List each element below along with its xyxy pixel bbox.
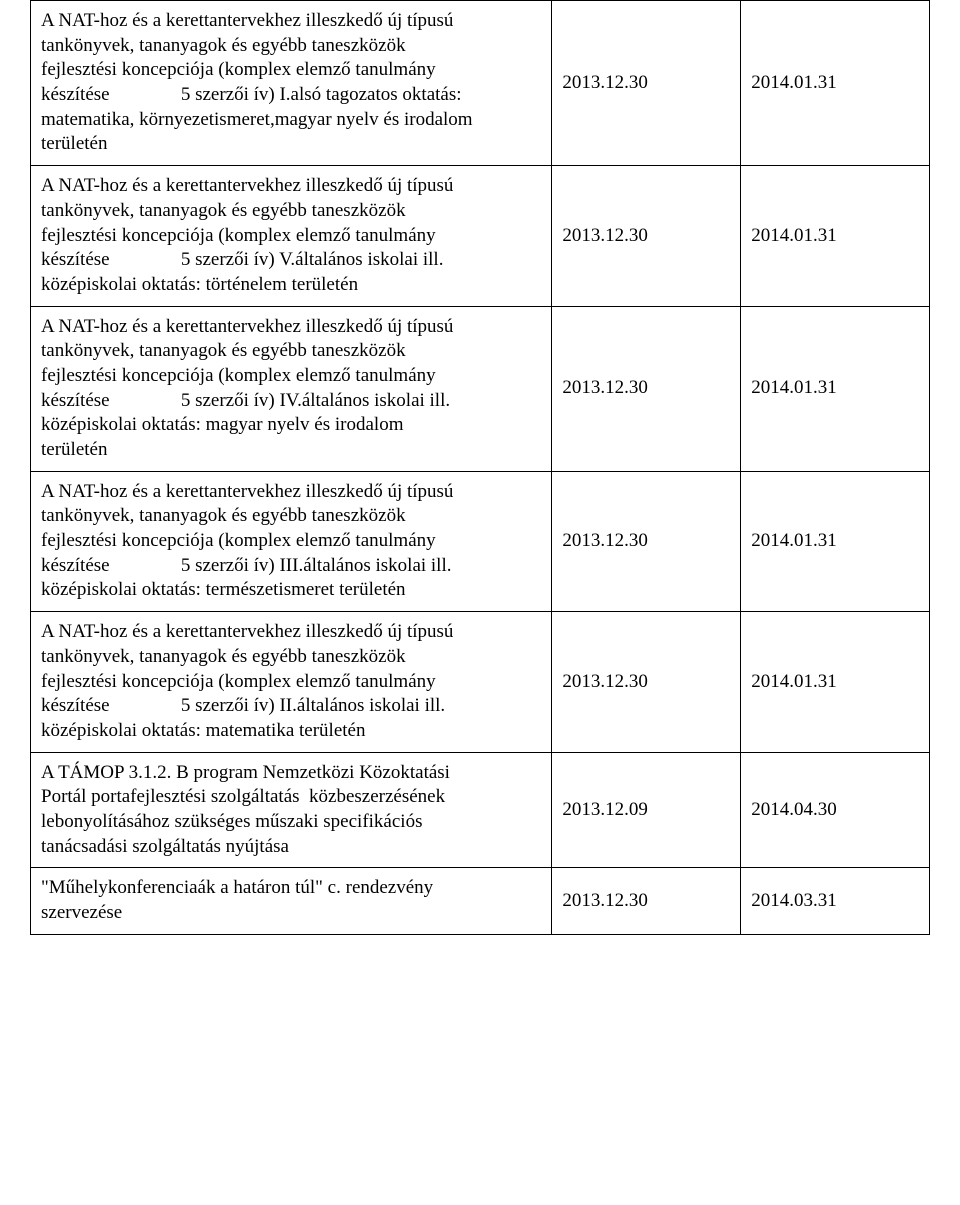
start-date-cell: 2013.12.30	[552, 1, 741, 166]
description-line: A NAT-hoz és a kerettantervekhez illeszk…	[41, 316, 453, 337]
end-date-cell: 2014.01.31	[741, 1, 930, 166]
description-line: tankönyvek, tananyagok és egyébb taneszk…	[41, 505, 406, 526]
description-line: Portál portafejlesztési szolgáltatás köz…	[41, 786, 445, 807]
description-cell: A NAT-hoz és a kerettantervekhez illeszk…	[31, 612, 552, 752]
description-line: készítése 5 szerzői ív) IV.általános isk…	[41, 390, 450, 411]
start-date-cell: 2013.12.30	[552, 471, 741, 611]
end-date-cell: 2014.01.31	[741, 471, 930, 611]
table-row: A NAT-hoz és a kerettantervekhez illeszk…	[31, 1, 930, 166]
description-line: A NAT-hoz és a kerettantervekhez illeszk…	[41, 10, 453, 31]
description-line: készítése 5 szerzői ív) III.általános is…	[41, 555, 452, 576]
end-date-cell: 2014.01.31	[741, 612, 930, 752]
description-line: fejlesztési koncepciója (komplex elemző …	[41, 671, 436, 692]
description-line: készítése 5 szerzői ív) I.alsó tagozatos…	[41, 84, 462, 105]
description-line: középiskolai oktatás: természetismeret t…	[41, 579, 406, 600]
table-row: A NAT-hoz és a kerettantervekhez illeszk…	[31, 306, 930, 471]
table-row: A NAT-hoz és a kerettantervekhez illeszk…	[31, 612, 930, 752]
main-table: A NAT-hoz és a kerettantervekhez illeszk…	[30, 0, 930, 935]
description-line: A TÁMOP 3.1.2. B program Nemzetközi Közo…	[41, 762, 450, 783]
description-cell: "Műhelykonferenciaák a határon túl" c. r…	[31, 868, 552, 934]
description-line: készítése 5 szerzői ív) V.általános isko…	[41, 249, 443, 270]
description-line: A NAT-hoz és a kerettantervekhez illeszk…	[41, 621, 453, 642]
description-line: középiskolai oktatás: történelem terület…	[41, 274, 358, 295]
description-line: fejlesztési koncepciója (komplex elemző …	[41, 365, 436, 386]
description-line: matematika, környezetismeret,magyar nyel…	[41, 109, 473, 130]
description-line: tankönyvek, tananyagok és egyébb taneszk…	[41, 35, 406, 56]
table-row: A TÁMOP 3.1.2. B program Nemzetközi Közo…	[31, 752, 930, 868]
description-line: fejlesztési koncepciója (komplex elemző …	[41, 225, 436, 246]
description-line: lebonyolításához szükséges műszaki speci…	[41, 811, 422, 832]
end-date-cell: 2014.03.31	[741, 868, 930, 934]
end-date-cell: 2014.01.31	[741, 306, 930, 471]
description-line: fejlesztési koncepciója (komplex elemző …	[41, 59, 436, 80]
description-line: A NAT-hoz és a kerettantervekhez illeszk…	[41, 481, 453, 502]
description-line: "Műhelykonferenciaák a határon túl" c. r…	[41, 877, 433, 898]
table-row: A NAT-hoz és a kerettantervekhez illeszk…	[31, 166, 930, 306]
start-date-cell: 2013.12.30	[552, 868, 741, 934]
description-line: középiskolai oktatás: matematika terület…	[41, 720, 365, 741]
end-date-cell: 2014.01.31	[741, 166, 930, 306]
description-line: tankönyvek, tananyagok és egyébb taneszk…	[41, 646, 406, 667]
start-date-cell: 2013.12.30	[552, 306, 741, 471]
start-date-cell: 2013.12.09	[552, 752, 741, 868]
description-line: tankönyvek, tananyagok és egyébb taneszk…	[41, 200, 406, 221]
description-line: tankönyvek, tananyagok és egyébb taneszk…	[41, 340, 406, 361]
description-cell: A NAT-hoz és a kerettantervekhez illeszk…	[31, 471, 552, 611]
end-date-cell: 2014.04.30	[741, 752, 930, 868]
description-line: tanácsadási szolgáltatás nyújtása	[41, 836, 289, 857]
description-cell: A NAT-hoz és a kerettantervekhez illeszk…	[31, 166, 552, 306]
description-line: készítése 5 szerzői ív) II.általános isk…	[41, 695, 445, 716]
description-cell: A TÁMOP 3.1.2. B program Nemzetközi Közo…	[31, 752, 552, 868]
description-line: középiskolai oktatás: magyar nyelv és ir…	[41, 414, 403, 435]
description-line: fejlesztési koncepciója (komplex elemző …	[41, 530, 436, 551]
description-cell: A NAT-hoz és a kerettantervekhez illeszk…	[31, 306, 552, 471]
start-date-cell: 2013.12.30	[552, 166, 741, 306]
description-line: A NAT-hoz és a kerettantervekhez illeszk…	[41, 175, 453, 196]
table-row: A NAT-hoz és a kerettantervekhez illeszk…	[31, 471, 930, 611]
start-date-cell: 2013.12.30	[552, 612, 741, 752]
description-line: szervezése	[41, 902, 122, 923]
table-row: "Műhelykonferenciaák a határon túl" c. r…	[31, 868, 930, 934]
description-cell: A NAT-hoz és a kerettantervekhez illeszk…	[31, 1, 552, 166]
description-line: területén	[41, 133, 107, 154]
description-line: területén	[41, 439, 107, 460]
